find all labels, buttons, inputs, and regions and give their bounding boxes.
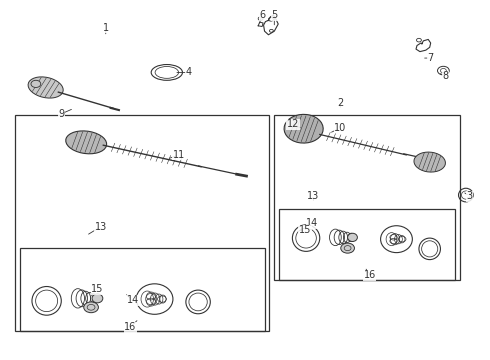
Bar [279, 209, 455, 280]
Text: 6: 6 [259, 10, 265, 20]
Ellipse shape [92, 294, 103, 303]
Text: 10: 10 [334, 123, 346, 133]
Bar [15, 116, 270, 330]
Text: 2: 2 [337, 98, 343, 108]
Text: 14: 14 [126, 295, 139, 305]
Ellipse shape [28, 77, 63, 98]
Text: 7: 7 [428, 53, 434, 63]
Circle shape [31, 80, 41, 87]
Text: 14: 14 [306, 218, 318, 228]
Bar [274, 116, 460, 280]
Bar [20, 248, 265, 330]
Text: 3: 3 [466, 191, 473, 201]
Ellipse shape [284, 114, 323, 143]
Text: 1: 1 [103, 23, 109, 33]
Text: 13: 13 [307, 191, 319, 201]
Text: 15: 15 [299, 225, 311, 235]
Text: 16: 16 [364, 270, 376, 280]
Text: 5: 5 [271, 10, 277, 20]
Circle shape [341, 243, 354, 253]
Text: 15: 15 [91, 284, 103, 294]
Text: 11: 11 [173, 150, 185, 160]
Text: 8: 8 [442, 71, 448, 81]
Ellipse shape [347, 233, 357, 242]
Text: 16: 16 [124, 322, 136, 332]
Text: 4: 4 [186, 67, 192, 77]
Circle shape [84, 302, 98, 313]
Ellipse shape [414, 152, 445, 172]
Text: 13: 13 [95, 222, 107, 231]
Text: 9: 9 [59, 109, 65, 119]
Text: 12: 12 [287, 120, 299, 129]
Ellipse shape [66, 131, 107, 154]
